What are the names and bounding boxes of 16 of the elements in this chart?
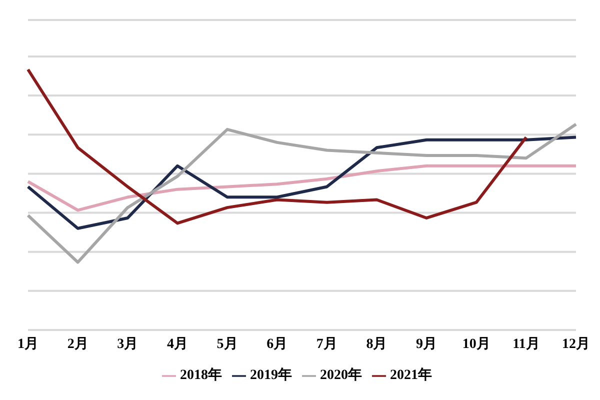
x-tick-label: 1月 xyxy=(18,336,38,352)
x-tick-label: 9月 xyxy=(416,336,438,352)
x-tick-label: 10月 xyxy=(462,336,490,352)
legend-label: 2019年 xyxy=(250,368,292,383)
x-tick-label: 8月 xyxy=(366,336,388,352)
x-tick-label: 3月 xyxy=(117,336,138,352)
x-tick-label: 7月 xyxy=(316,336,338,352)
x-tick-label: 2月 xyxy=(67,336,88,352)
legend-label: 2021年 xyxy=(390,368,432,383)
legend-label: 2018年 xyxy=(180,368,222,383)
x-tick-label: 11月 xyxy=(512,336,540,352)
x-tick-label: 5月 xyxy=(216,336,238,352)
legend-label: 2020年 xyxy=(320,368,362,383)
x-tick-label: 4月 xyxy=(166,336,188,352)
x-tick-label: 6月 xyxy=(266,336,288,352)
x-tick-label: 12月 xyxy=(562,336,590,352)
